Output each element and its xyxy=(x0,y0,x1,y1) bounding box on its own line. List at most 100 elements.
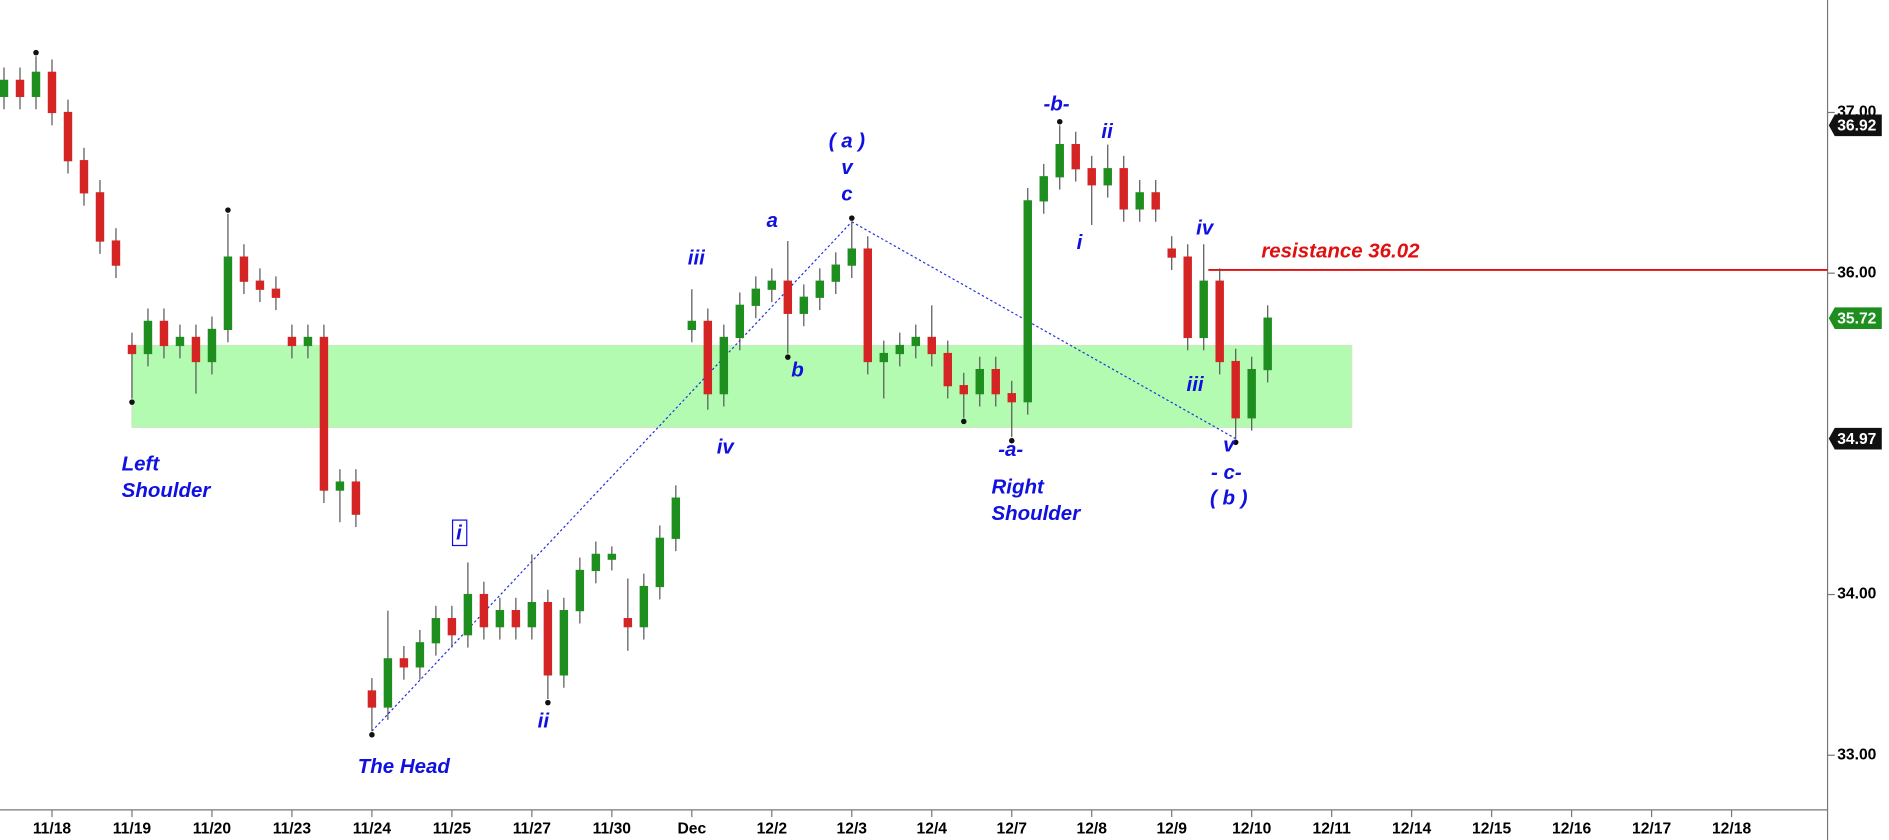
wave-label: Right xyxy=(991,475,1044,498)
candle-body xyxy=(991,368,1000,395)
wave-label: i xyxy=(1077,231,1084,254)
candle-body xyxy=(1135,192,1144,210)
wave-label: iv xyxy=(717,436,736,459)
candle-body xyxy=(783,280,793,314)
candle-body xyxy=(1071,144,1080,170)
candle-body xyxy=(495,610,505,628)
candle-body xyxy=(1151,192,1160,210)
resistance-label: resistance 36.02 xyxy=(1261,239,1420,262)
wave-label: a xyxy=(767,209,778,232)
candle-body xyxy=(399,658,409,668)
candle-body xyxy=(447,618,457,636)
pivot-dot xyxy=(225,207,231,213)
wave-label: v xyxy=(1223,433,1236,456)
candle-body xyxy=(623,618,633,628)
x-tick-label: Dec xyxy=(677,820,706,837)
candle-body xyxy=(271,288,281,298)
pivot-dot xyxy=(129,399,135,405)
wave-label: ( b ) xyxy=(1210,486,1248,509)
candle-body xyxy=(655,537,665,588)
candle-body xyxy=(351,481,361,515)
candle-body xyxy=(47,71,57,114)
candle-body xyxy=(1199,280,1208,339)
wave-label: -a- xyxy=(998,438,1023,461)
candle-body xyxy=(671,497,681,539)
x-tick-label: 11/24 xyxy=(353,820,392,837)
x-tick-label: 12/10 xyxy=(1232,820,1271,837)
pivot-dot xyxy=(545,699,551,706)
candle-body xyxy=(911,336,920,347)
x-tick-label: 12/3 xyxy=(837,820,868,837)
candle-body xyxy=(943,352,952,387)
y-tick-label: 36.00 xyxy=(1837,264,1876,281)
candle-body xyxy=(1039,176,1048,202)
candle-body xyxy=(591,553,601,572)
wave-label: Shoulder xyxy=(122,479,212,502)
price-tag xyxy=(1828,114,1882,137)
candle-body xyxy=(95,192,105,242)
x-tick-label: 12/18 xyxy=(1712,820,1751,837)
candle-body xyxy=(207,328,217,363)
candle-body xyxy=(767,280,777,290)
candle-body xyxy=(1247,368,1256,419)
candle-body xyxy=(1055,144,1064,178)
x-tick-label: 11/30 xyxy=(593,820,632,837)
x-tick-label: 12/15 xyxy=(1472,820,1511,837)
price-tag-label: 36.92 xyxy=(1837,118,1876,135)
candle-body xyxy=(479,593,489,628)
candle-body xyxy=(959,385,968,395)
y-tick-label: 34.00 xyxy=(1837,586,1876,603)
candle-body xyxy=(223,256,233,331)
candle-body xyxy=(463,593,473,636)
candle-body xyxy=(543,601,553,676)
x-tick-label: 12/17 xyxy=(1632,820,1671,837)
candle-body xyxy=(1087,168,1096,186)
x-tick-label: 12/16 xyxy=(1552,820,1591,837)
candle-body xyxy=(799,296,809,314)
candle-body xyxy=(127,344,137,355)
pivot-dot xyxy=(369,731,375,738)
candle-body xyxy=(255,280,265,290)
x-tick-label: 12/11 xyxy=(1313,820,1352,837)
candle-body xyxy=(1183,256,1192,339)
candle-body xyxy=(1263,317,1272,371)
candle-body xyxy=(1215,280,1224,363)
candle-body xyxy=(751,288,761,306)
candle-body xyxy=(1103,168,1112,186)
wave-label: v xyxy=(841,156,854,179)
candle-body xyxy=(575,569,585,612)
candle-body xyxy=(111,240,121,266)
candle-body xyxy=(831,264,841,282)
x-tick-label: 11/19 xyxy=(113,820,152,837)
wave-label: c xyxy=(841,183,853,206)
candle-body xyxy=(303,336,313,347)
pivot-dot xyxy=(1008,437,1015,444)
pivot-dot xyxy=(785,354,791,360)
candle-body xyxy=(1007,393,1016,403)
candle-body xyxy=(847,248,857,266)
candle-body xyxy=(0,79,9,98)
candle-body xyxy=(975,368,984,395)
candle-body xyxy=(143,320,153,355)
y-tick-label: 33.00 xyxy=(1837,746,1876,763)
wave-label: Shoulder xyxy=(991,502,1081,525)
wave-label: -b- xyxy=(1043,92,1069,115)
candle-body xyxy=(815,280,825,298)
candle-body xyxy=(319,336,329,491)
price-tag-label: 35.72 xyxy=(1837,311,1876,328)
x-tick-label: 12/8 xyxy=(1076,820,1107,837)
pivot-dot xyxy=(1232,439,1239,446)
candle-body xyxy=(927,336,936,355)
x-tick-label: 11/25 xyxy=(433,820,472,837)
wave-label: - c- xyxy=(1211,461,1242,484)
x-tick-label: 11/23 xyxy=(273,820,312,837)
candle-body xyxy=(367,690,377,708)
candle-body xyxy=(607,553,617,560)
x-tick-label: 11/18 xyxy=(33,820,72,837)
wave-label: Left xyxy=(122,453,161,476)
x-tick-label: 11/27 xyxy=(513,820,552,837)
trend-line xyxy=(851,221,1236,440)
wave-label: ii xyxy=(1101,120,1114,143)
